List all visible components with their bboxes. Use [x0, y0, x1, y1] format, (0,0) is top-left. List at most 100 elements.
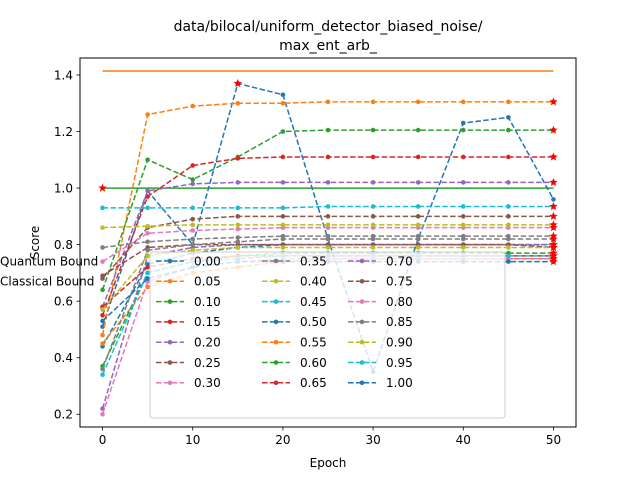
- series-9-best-marker: [549, 201, 558, 211]
- series-2-point-7: [415, 127, 421, 133]
- legend-marker-0.35: [273, 258, 279, 264]
- series-17-point-6: [370, 236, 376, 242]
- series-8-point-4: [280, 222, 286, 228]
- legend-marker-0.45: [273, 299, 279, 304]
- x-tick-label-1: 10: [185, 433, 200, 447]
- series-3-point-6: [370, 154, 376, 160]
- series-5-point-5: [325, 214, 331, 219]
- series-4-point-6: [370, 180, 376, 185]
- legend-marker-0.65: [273, 380, 279, 386]
- series-4-point-5: [325, 180, 331, 185]
- series-17-point-0: [100, 366, 105, 372]
- legend-box: [149, 251, 506, 419]
- legend-label-series-7: 0.35: [300, 254, 327, 268]
- series-6-best-marker: [549, 223, 558, 232]
- legend-marker-0.25: [167, 360, 173, 365]
- legend-label-series-9: 0.45: [300, 295, 327, 309]
- series-15-point-0: [100, 273, 105, 279]
- series-0-point-9: [506, 115, 511, 120]
- series-4-best-marker: [549, 177, 558, 187]
- series-5-point-2: [190, 216, 196, 222]
- legend-marker-0.30: [167, 380, 173, 386]
- legend-marker-0.15: [167, 319, 173, 325]
- series-1-point-0: [100, 332, 105, 338]
- series-4-point-9: [506, 180, 511, 185]
- series-19-point-9: [506, 253, 511, 259]
- series-5-point-6: [370, 214, 376, 219]
- series-3-point-2: [190, 163, 196, 168]
- series-11-point-0: [100, 341, 105, 346]
- legend-marker-1.00: [359, 380, 365, 386]
- series-17-point-4: [280, 236, 286, 242]
- classical-bound-start-marker: [98, 183, 107, 192]
- series-line-17: [101, 238, 554, 370]
- series-20-point-0: [100, 318, 105, 324]
- series-3-point-8: [460, 154, 466, 160]
- legend-marker-0.70: [359, 258, 365, 264]
- series-9-point-6: [370, 204, 376, 209]
- series-5-point-4: [280, 214, 286, 219]
- series-20-point-1: [145, 276, 150, 281]
- plot-frame: [79, 57, 577, 428]
- series-8-point-3: [235, 222, 241, 228]
- series-8-best-marker: [549, 220, 558, 229]
- legend-marker-0.50: [273, 319, 279, 325]
- series-9-point-0: [100, 205, 105, 211]
- legend-label-series-4: 0.20: [194, 336, 221, 350]
- series-2-point-1: [145, 157, 150, 163]
- series-6-point-3: [235, 226, 241, 232]
- x-axis-label: Epoch: [310, 456, 347, 470]
- legend-label-bound-1: Classical Bound: [0, 275, 94, 289]
- series-8-point-5: [325, 222, 331, 228]
- legend-label-bound-0: Quantum Bound: [0, 254, 98, 268]
- series-17-point-8: [460, 236, 466, 242]
- series-2-point-9: [506, 127, 511, 133]
- series-9-point-9: [506, 204, 511, 209]
- legend-label-series-2: 0.10: [194, 295, 221, 309]
- series-1-point-2: [190, 103, 196, 109]
- series-8-point-1: [145, 223, 150, 229]
- legend-label-series-19: 0.95: [386, 356, 413, 370]
- legend-label-series-3: 0.15: [194, 315, 221, 329]
- series-0-best-marker: [233, 78, 243, 88]
- x-tick-label-0: 0: [99, 433, 107, 447]
- series-1-point-5: [325, 99, 331, 105]
- series-17-point-9: [506, 236, 511, 242]
- legend-label-series-12: 0.60: [300, 356, 327, 370]
- legend-label-series-18: 0.90: [386, 336, 413, 350]
- legend-marker-0.80: [359, 299, 365, 304]
- y-tick-label-4: 1.0: [54, 181, 73, 195]
- series-7-point-1: [145, 239, 150, 245]
- series-8-point-2: [190, 222, 196, 228]
- y-tick-label-2: 0.6: [54, 294, 73, 308]
- y-tick-label-1: 0.4: [54, 351, 73, 365]
- series-20-point-9: [506, 259, 511, 264]
- legend-label-series-8: 0.40: [300, 275, 327, 289]
- legend-label-series-11: 0.55: [300, 336, 327, 350]
- legend-marker-0.20: [167, 339, 173, 345]
- series-7-point-2: [190, 236, 196, 242]
- series-2-point-5: [325, 127, 331, 133]
- series-2-point-2: [190, 177, 196, 182]
- series-1-point-1: [145, 112, 150, 117]
- legend-marker-0.40: [273, 279, 279, 284]
- legend-label-series-14: 0.70: [386, 254, 413, 268]
- legend-label-series-15: 0.75: [386, 275, 413, 289]
- series-19-point-0: [100, 372, 105, 377]
- series-9-point-4: [280, 205, 286, 211]
- series-17-point-2: [190, 242, 196, 247]
- x-tick-label-2: 20: [275, 433, 290, 447]
- series-5-best-marker: [549, 211, 558, 220]
- series-17-point-1: [145, 247, 150, 253]
- series-9-point-2: [190, 205, 196, 211]
- series-13-point-1: [145, 264, 150, 270]
- series-8-point-8: [460, 222, 466, 228]
- legend-marker-0.85: [359, 319, 365, 325]
- legend-label-series-1: 0.05: [194, 275, 221, 289]
- axes: 0 10 20 30 40 50 0.2 0.4 0.6 0.8 1.0 1.2 1.4: [54, 68, 561, 447]
- legend-label-series-16: 0.80: [386, 295, 413, 309]
- legend-label-series-17: 0.85: [386, 315, 413, 329]
- chart-title-line-1: data/bilocal/uniform_detector_biased_noi…: [174, 19, 483, 35]
- series-18-point-0: [100, 307, 105, 312]
- series-8-point-7: [415, 222, 421, 228]
